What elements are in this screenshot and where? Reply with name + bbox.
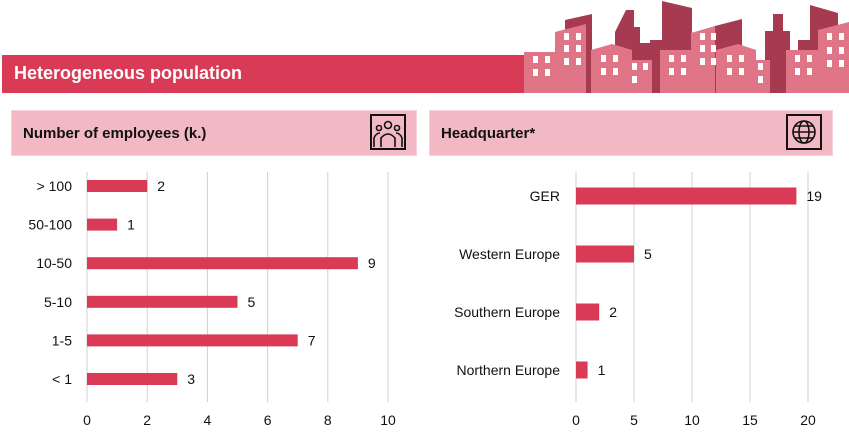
x-tick-label: 8 bbox=[324, 412, 332, 428]
category-label: GER bbox=[530, 188, 560, 204]
bar bbox=[576, 303, 600, 321]
x-tick-label: 10 bbox=[380, 412, 396, 428]
bar bbox=[576, 187, 797, 205]
x-tick-label: 10 bbox=[684, 412, 700, 428]
x-tick-label: 6 bbox=[264, 412, 272, 428]
data-label: 19 bbox=[806, 188, 822, 204]
data-label: 1 bbox=[127, 217, 135, 233]
category-label: Western Europe bbox=[459, 246, 560, 262]
employees-chart-title: Number of employees (k.) bbox=[23, 125, 207, 142]
category-label: Northern Europe bbox=[456, 362, 560, 378]
bar bbox=[87, 180, 148, 192]
globe-icon bbox=[786, 114, 822, 150]
bar bbox=[87, 373, 178, 385]
data-label: 2 bbox=[157, 178, 165, 194]
section-banner: Heterogeneous population bbox=[2, 55, 542, 93]
category-label: 50-100 bbox=[28, 217, 72, 233]
bar bbox=[87, 295, 238, 308]
bar bbox=[576, 361, 588, 379]
data-label: 7 bbox=[308, 332, 316, 348]
category-label: < 1 bbox=[52, 371, 72, 387]
x-tick-label: 5 bbox=[630, 412, 638, 428]
x-tick-label: 0 bbox=[83, 412, 91, 428]
bar bbox=[87, 334, 298, 347]
people-icon bbox=[370, 114, 406, 150]
data-label: 3 bbox=[187, 371, 195, 387]
category-label: > 100 bbox=[37, 178, 73, 194]
data-label: 1 bbox=[598, 362, 606, 378]
category-label: 5-10 bbox=[44, 294, 72, 310]
x-tick-label: 20 bbox=[800, 412, 816, 428]
bar bbox=[87, 257, 358, 270]
data-label: 9 bbox=[368, 255, 376, 271]
data-label: 5 bbox=[248, 294, 256, 310]
x-tick-label: 2 bbox=[143, 412, 151, 428]
bar bbox=[87, 218, 118, 231]
bar bbox=[576, 245, 634, 263]
x-tick-label: 15 bbox=[742, 412, 758, 428]
data-label: 5 bbox=[644, 246, 652, 262]
employees-panel-header: Number of employees (k.) bbox=[11, 110, 417, 156]
category-label: 1-5 bbox=[52, 332, 72, 348]
x-tick-label: 4 bbox=[204, 412, 212, 428]
category-label: 10-50 bbox=[36, 255, 72, 271]
data-label: 2 bbox=[609, 304, 617, 320]
category-label: Southern Europe bbox=[454, 304, 560, 320]
banner-title: Heterogeneous population bbox=[14, 63, 243, 83]
x-tick-label: 0 bbox=[572, 412, 580, 428]
headquarter-chart-title: Headquarter* bbox=[441, 125, 536, 142]
headquarter-panel-header: Headquarter* bbox=[429, 110, 833, 156]
city-skyline-icon bbox=[524, 1, 849, 93]
